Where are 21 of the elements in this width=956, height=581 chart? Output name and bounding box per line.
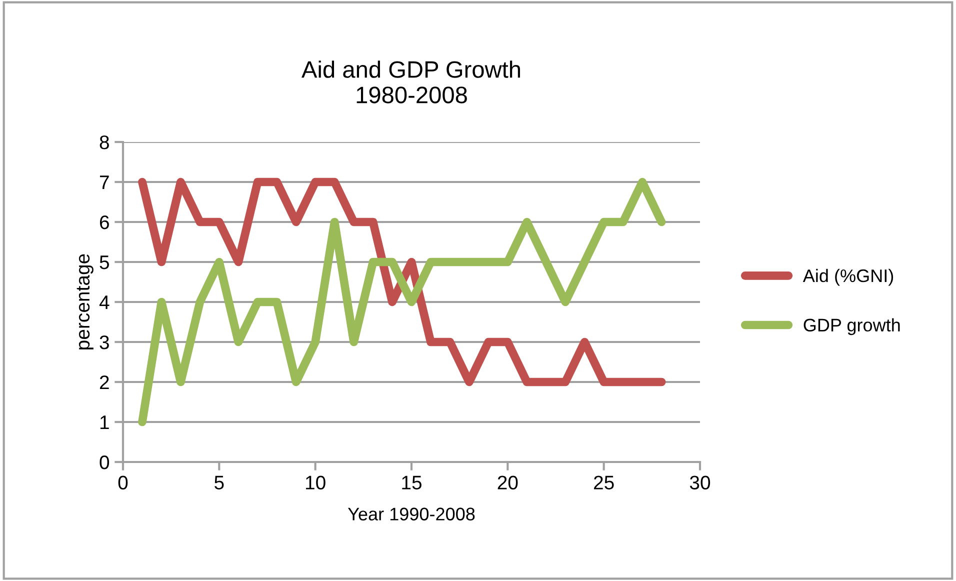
x-tick-label: 20 xyxy=(498,476,518,490)
chart-title: Aid and GDP Growth 1980-2008 xyxy=(302,60,520,104)
x-tick-label: 30 xyxy=(690,476,710,490)
y-axis-title: percentage xyxy=(76,254,94,350)
x-tick-label: 10 xyxy=(306,476,326,490)
y-tick-label: 1 xyxy=(100,416,109,430)
x-tick-label: 15 xyxy=(402,476,422,490)
y-tick-label: 6 xyxy=(100,215,109,230)
x-tick-label: 25 xyxy=(594,476,614,490)
y-tick-label: 5 xyxy=(100,256,109,270)
x-tick-label: 0 xyxy=(118,476,128,490)
x-tick-label: 5 xyxy=(214,476,224,490)
legend-label: Aid (%GNI) xyxy=(802,268,894,286)
y-tick-label: 7 xyxy=(100,176,109,190)
y-tick-label: 2 xyxy=(100,375,109,390)
y-tick-label: 8 xyxy=(100,135,109,150)
legend-label: GDP growth xyxy=(804,318,900,336)
y-tick-label: 0 xyxy=(100,455,110,470)
y-tick-label: 4 xyxy=(99,296,110,310)
x-axis-title: Year 1990-2008 xyxy=(348,508,475,520)
y-tick-label: 3 xyxy=(100,335,109,350)
